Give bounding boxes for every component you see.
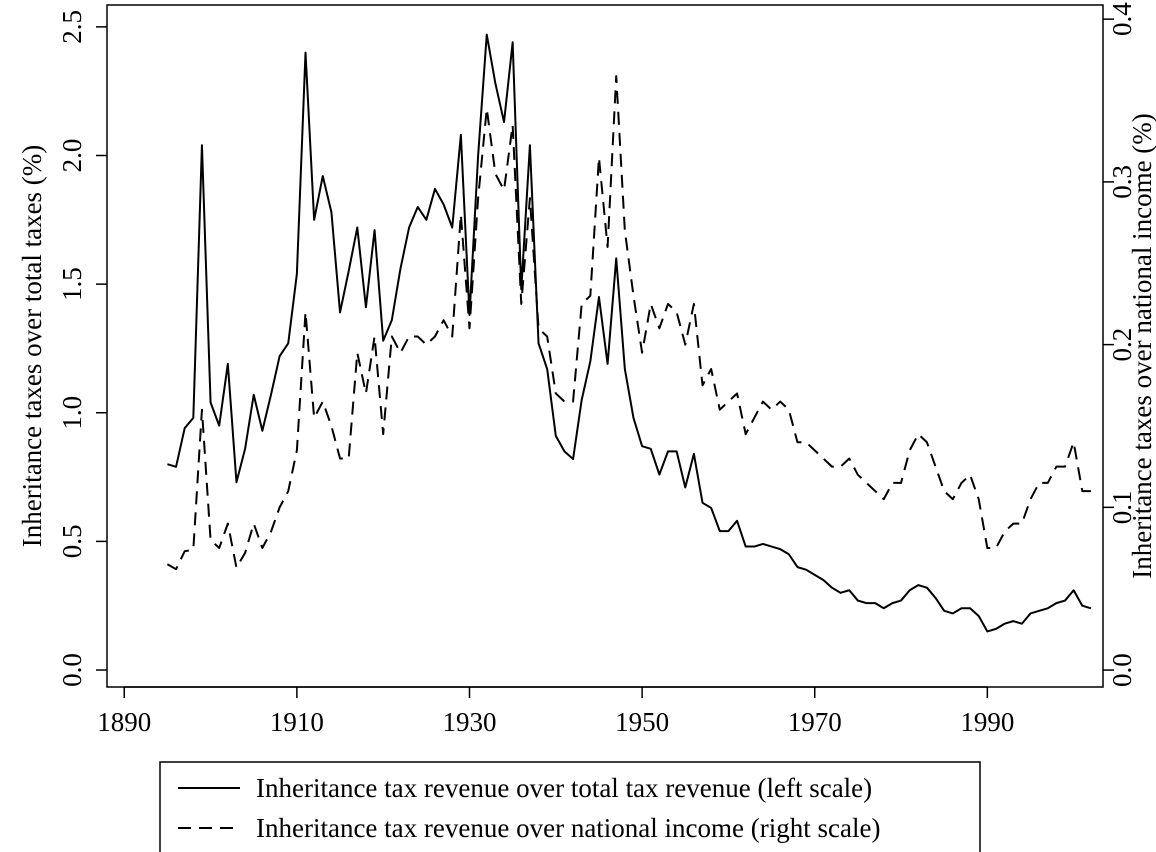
y-tick-label: 0.5	[57, 525, 87, 559]
y2-tick-label: 0.3	[1107, 165, 1137, 199]
y2-tick-label: 0.4	[1107, 2, 1137, 36]
y2-axis-label: Inheritance taxes over national income (…	[1127, 113, 1156, 579]
x-tick-label: 1990	[960, 707, 1014, 737]
x-tick-label: 1970	[788, 707, 842, 737]
y2-tick-label: 0.0	[1107, 653, 1137, 687]
x-tick-label: 1930	[442, 707, 496, 737]
y-tick-label: 2.5	[57, 10, 87, 44]
y-axis-label: Inheritance taxes over total taxes (%)	[17, 145, 47, 548]
legend-label: Inheritance tax revenue over national in…	[256, 813, 880, 843]
data-line	[166, 75, 1091, 571]
y-tick-label: 1.0	[57, 396, 87, 430]
y-tick-label: 1.5	[57, 267, 87, 301]
x-tick-label: 1910	[270, 707, 324, 737]
data-line	[167, 33, 1092, 633]
legend-label: Inheritance tax revenue over total tax r…	[256, 773, 872, 803]
y-tick-label: 0.0	[57, 653, 87, 687]
y2-tick-label: 0.2	[1107, 328, 1137, 362]
legend-box	[159, 761, 981, 852]
x-tick-label: 1950	[615, 707, 669, 737]
y-tick-label: 2.0	[57, 139, 87, 173]
y2-tick-label: 0.1	[1107, 490, 1137, 524]
x-tick-label: 1890	[97, 707, 151, 737]
